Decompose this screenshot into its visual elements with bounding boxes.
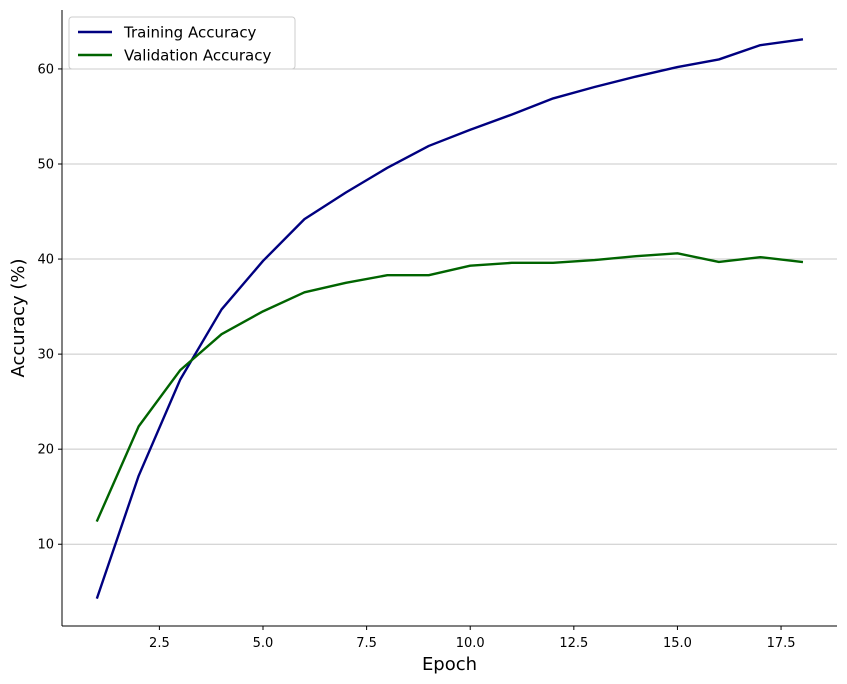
legend-frame [68, 16, 296, 70]
x-tick-label: 10.0 [456, 636, 485, 651]
y-tick-label: 60 [37, 62, 54, 77]
x-axis-title: Epoch [422, 654, 477, 675]
x-tick-label: 2.5 [149, 636, 170, 651]
axes [61, 10, 837, 627]
y-tick-label: 10 [37, 538, 54, 553]
legend: Training Accuracy Validation Accuracy [68, 16, 296, 70]
x-tick-label: 17.5 [767, 636, 796, 651]
data-series [95, 38, 804, 600]
x-tick-label: 12.5 [559, 636, 588, 651]
x-tick-label: 15.0 [663, 636, 692, 651]
y-tick-label: 50 [37, 158, 54, 173]
training-accuracy-legend-label: Training Accuracy [123, 24, 257, 42]
legend-items: Training Accuracy Validation Accuracy [78, 24, 271, 65]
y-tick-label: 40 [37, 253, 54, 268]
y-tick-label: 30 [37, 348, 54, 363]
training-accuracy-line [95, 38, 804, 600]
x-axis-ticks: 2.5 5.0 7.5 10.0 12.5 15.0 17.5 [149, 626, 796, 651]
y-tick-label: 20 [37, 443, 54, 458]
y-axis-title: Accuracy (%) [8, 258, 29, 377]
validation-accuracy-legend-label: Validation Accuracy [124, 47, 271, 65]
x-tick-label: 7.5 [356, 636, 377, 651]
validation-accuracy-line [95, 252, 804, 523]
y-axis-ticks: 10 20 30 40 50 60 [37, 62, 62, 553]
grid-lines [62, 68, 837, 545]
x-tick-label: 5.0 [253, 636, 274, 651]
